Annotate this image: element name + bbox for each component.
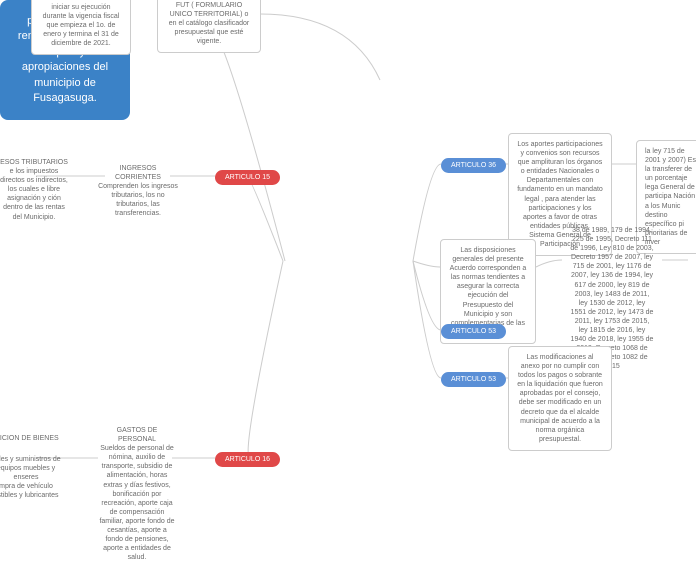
box-modificaciones-text: Las modificaciones al anexo por no cumpl…: [517, 354, 603, 443]
tag-articulo-53a: ARTICULO 53: [441, 324, 506, 339]
box-tax-text: e los impuestos directos os indirectos, …: [0, 167, 70, 222]
box-ingresos-text: Comprenden los ingresos tributarios, los…: [98, 182, 178, 218]
tag-art53b-label: ARTICULO 53: [451, 376, 496, 383]
tag-art36-label: ARTICULO 36: [451, 162, 496, 169]
tag-articulo-16: ARTICULO 16: [215, 452, 280, 467]
box-far-right-stub: O co: [688, 252, 696, 282]
tag-articulo-15: ARTICULO 15: [215, 170, 280, 185]
gastos-title: GASTOS DE PERSONAL: [99, 426, 175, 444]
box-tax-title: ESOS TRIBUTARIOS: [0, 158, 70, 167]
box-bienes: ISICION DE BIENES riales y suministros d…: [0, 428, 70, 507]
box-tax: ESOS TRIBUTARIOS e los impuestos directo…: [0, 152, 78, 228]
tag-art15-label: ARTICULO 15: [225, 174, 270, 181]
bienes-text1: riales y suministros de equipos muebles …: [0, 455, 62, 482]
tag-art16-label: ARTICULO 16: [225, 456, 270, 463]
tag-articulo-36: ARTICULO 36: [441, 158, 506, 173]
box-vigencia: iniciar su ejecución durante la vigencia…: [31, 0, 131, 55]
box-ingresos-corrientes: INGRESOS CORRIENTES Comprenden los ingre…: [90, 158, 186, 225]
box-fut: FUT ( FORMULARIO UNICO TERRITORIAL) o en…: [157, 0, 261, 53]
box-fut-text: FUT ( FORMULARIO UNICO TERRITORIAL) o en…: [169, 2, 250, 45]
box-ingresos-title: INGRESOS CORRIENTES: [98, 164, 178, 182]
box-disposiciones-text: Las disposiciones generales del presente…: [450, 247, 527, 336]
tag-articulo-53b: ARTICULO 53: [441, 372, 506, 387]
gastos-text: Sueldos de personal de nómina, auxilio d…: [99, 444, 175, 562]
bienes-title: ISICION DE BIENES: [0, 434, 62, 443]
bienes-text2: mpra de vehículo ustibles y lubricantes: [0, 482, 62, 500]
box-modificaciones: Las modificaciones al anexo por no cumpl…: [508, 346, 612, 451]
box-gastos-personal: GASTOS DE PERSONAL Sueldos de personal d…: [91, 420, 183, 568]
box-vigencia-text: iniciar su ejecución durante la vigencia…: [43, 4, 120, 47]
tag-art53a-label: ARTICULO 53: [451, 328, 496, 335]
